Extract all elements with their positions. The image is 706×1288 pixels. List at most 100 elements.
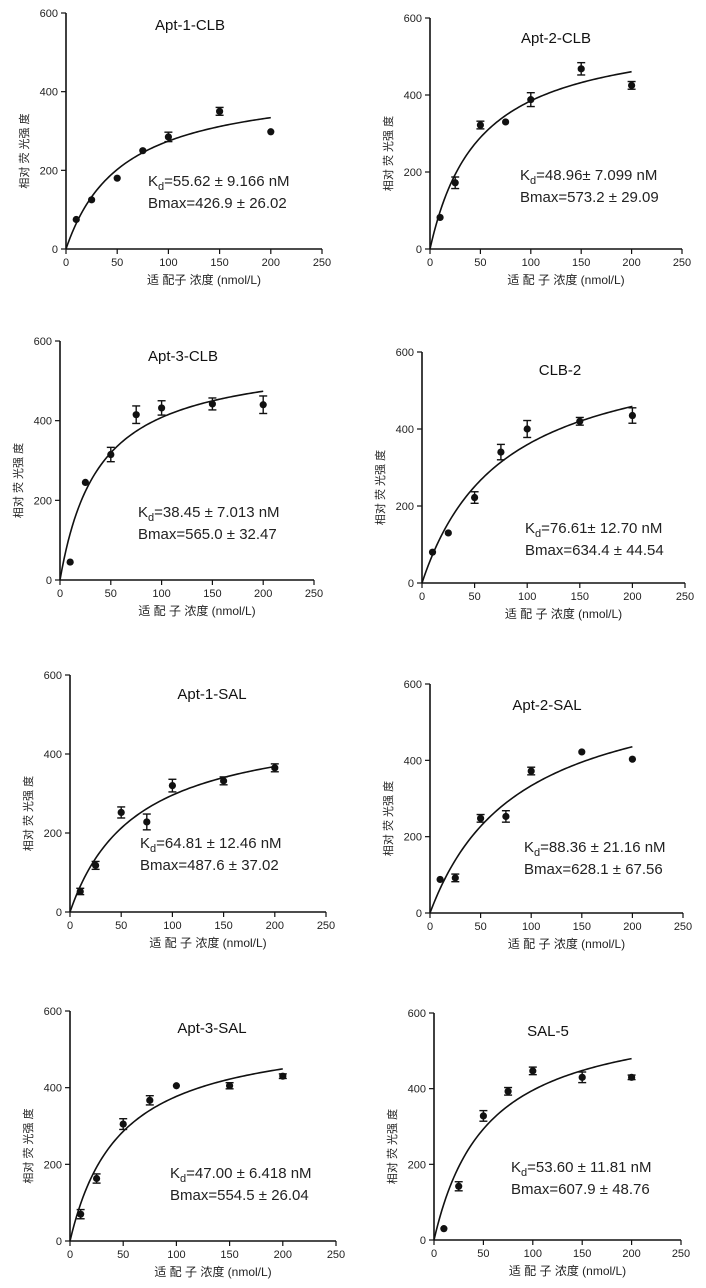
x-tick-label: 150 xyxy=(214,920,232,932)
y-tick-label: 400 xyxy=(34,416,52,428)
x-tick-label: 200 xyxy=(254,588,272,600)
bmax-annotation: Bmax=607.9 ± 48.76 xyxy=(511,1181,650,1198)
x-tick-label: 150 xyxy=(203,588,221,600)
y-axis-title: 相对 荧 光强 度 xyxy=(11,443,25,518)
chart-panel: 0200400600050100150200250适 配 子 浓度 (nmol/… xyxy=(373,347,694,621)
x-tick-label: 250 xyxy=(305,588,323,600)
data-point xyxy=(165,133,172,140)
y-tick-label: 600 xyxy=(404,13,422,25)
y-axis-title: 相对 荧 光强 度 xyxy=(373,450,387,525)
x-tick-label: 100 xyxy=(167,1249,185,1261)
y-tick-label: 600 xyxy=(40,8,58,20)
data-point xyxy=(226,1082,233,1089)
y-tick-label: 0 xyxy=(420,1235,426,1247)
data-point xyxy=(629,756,636,763)
data-point xyxy=(429,549,436,556)
chart-panel: 0200400600050100150200250适 配 子 浓度 (nmol/… xyxy=(381,13,691,287)
data-point xyxy=(436,214,443,221)
data-point xyxy=(120,1120,127,1127)
x-tick-label: 200 xyxy=(622,1248,640,1260)
x-tick-label: 50 xyxy=(117,1249,129,1261)
data-point xyxy=(133,411,140,418)
data-point xyxy=(77,888,84,895)
data-point xyxy=(220,777,227,784)
x-tick-label: 0 xyxy=(63,257,69,269)
x-tick-label: 50 xyxy=(468,591,480,603)
y-tick-label: 400 xyxy=(404,90,422,102)
data-point xyxy=(527,96,534,103)
kd-annotation: Kd=88.36 ± 21.16 nM xyxy=(524,839,666,859)
data-point xyxy=(118,809,125,816)
bmax-annotation: Bmax=573.2 ± 29.09 xyxy=(520,189,659,206)
kd-annotation: Kd=55.62 ± 9.166 nM xyxy=(148,173,290,193)
data-point xyxy=(260,401,267,408)
bmax-annotation: Bmax=628.1 ± 67.56 xyxy=(524,861,663,878)
data-point xyxy=(576,418,583,425)
chart-title: Apt-1-CLB xyxy=(155,17,225,34)
bmax-annotation: Bmax=487.6 ± 37.02 xyxy=(140,857,279,874)
data-point xyxy=(452,179,459,186)
y-axis-title: 相对 荧 光强 度 xyxy=(381,116,395,191)
y-tick-label: 600 xyxy=(44,1006,62,1018)
y-tick-label: 200 xyxy=(408,1159,426,1171)
y-axis-title: 相对 荧 光强 度 xyxy=(17,113,31,188)
chart-title: Apt-3-CLB xyxy=(148,348,218,365)
chart-title: Apt-1-SAL xyxy=(177,686,246,703)
y-tick-label: 400 xyxy=(40,87,58,99)
data-point xyxy=(82,479,89,486)
x-tick-label: 150 xyxy=(573,921,591,933)
chart-title: CLB-2 xyxy=(539,362,582,379)
bmax-annotation: Bmax=426.9 ± 26.02 xyxy=(148,195,287,212)
y-tick-label: 400 xyxy=(408,1084,426,1096)
x-tick-label: 50 xyxy=(115,920,127,932)
bmax-annotation: Bmax=565.0 ± 32.47 xyxy=(138,526,277,543)
data-point xyxy=(93,1175,100,1182)
x-tick-label: 50 xyxy=(111,257,123,269)
kd-annotation: Kd=47.00 ± 6.418 nM xyxy=(170,1165,312,1185)
data-point xyxy=(267,128,274,135)
x-tick-label: 250 xyxy=(317,920,335,932)
y-tick-label: 200 xyxy=(396,501,414,513)
y-tick-label: 200 xyxy=(404,167,422,179)
x-tick-label: 50 xyxy=(105,588,117,600)
data-point xyxy=(505,1088,512,1095)
x-tick-label: 0 xyxy=(57,588,63,600)
y-tick-label: 0 xyxy=(416,244,422,256)
x-tick-label: 150 xyxy=(573,1248,591,1260)
y-tick-label: 0 xyxy=(46,575,52,587)
chart-panel: 0200400600050100150200250适 配 子 浓度 (nmol/… xyxy=(381,679,692,951)
data-point xyxy=(477,121,484,128)
data-point xyxy=(146,1097,153,1104)
y-tick-label: 0 xyxy=(52,244,58,256)
kd-annotation: Kd=53.60 ± 11.81 nM xyxy=(511,1159,651,1179)
x-axis-title: 适 配 子 浓度 (nmol/L) xyxy=(508,936,625,951)
data-point xyxy=(173,1082,180,1089)
y-tick-label: 400 xyxy=(404,755,422,767)
data-point xyxy=(502,118,509,125)
y-tick-label: 200 xyxy=(404,832,422,844)
data-point xyxy=(628,1074,635,1081)
y-tick-label: 200 xyxy=(44,828,62,840)
data-point xyxy=(524,425,531,432)
data-point xyxy=(471,494,478,501)
data-point xyxy=(143,818,150,825)
x-tick-label: 100 xyxy=(518,591,536,603)
y-tick-label: 0 xyxy=(408,578,414,590)
x-tick-label: 200 xyxy=(623,591,641,603)
data-point xyxy=(445,529,452,536)
chart-panel: 0200400600050100150200250适 配 子 浓度 (nmol/… xyxy=(385,1008,690,1278)
data-point xyxy=(528,767,535,774)
y-tick-label: 600 xyxy=(34,336,52,348)
x-tick-label: 100 xyxy=(522,921,540,933)
x-tick-label: 100 xyxy=(522,257,540,269)
y-tick-label: 200 xyxy=(40,165,58,177)
data-point xyxy=(529,1067,536,1074)
fit-curve xyxy=(70,1069,283,1241)
x-tick-label: 200 xyxy=(266,920,284,932)
x-tick-label: 250 xyxy=(672,1248,690,1260)
data-point xyxy=(114,175,121,182)
data-point xyxy=(497,449,504,456)
data-point xyxy=(578,748,585,755)
y-axis-title: 相对 荧 光强 度 xyxy=(385,1109,399,1184)
